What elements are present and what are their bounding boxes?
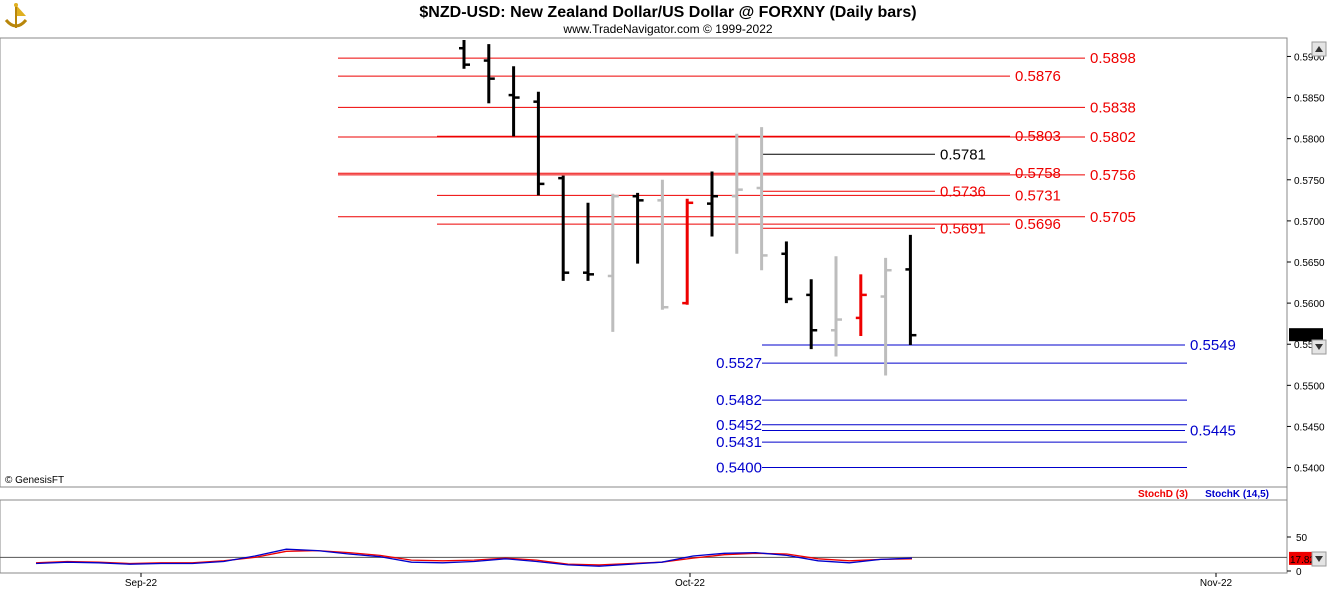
price-level-label: 0.5549 <box>1190 337 1236 354</box>
ohlc-bar <box>607 193 619 332</box>
ohlc-bar <box>508 66 520 137</box>
date-axis: Sep-22 Oct-22 Nov-22 <box>125 573 1233 589</box>
price-tick-label: 0.5450 <box>1294 422 1325 433</box>
chart-title: $NZD-USD: New Zealand Dollar/US Dollar @… <box>419 4 916 21</box>
indicator-lines <box>35 548 913 567</box>
date-tick-label: Oct-22 <box>675 578 705 589</box>
ohlc-bar <box>707 171 718 237</box>
price-level-label: 0.5802 <box>1090 129 1136 146</box>
indicator-legend-label: StochK (14,5) <box>1205 489 1269 500</box>
price-level-label: 0.5731 <box>1015 187 1061 204</box>
price-level-label: 0.5838 <box>1090 99 1136 116</box>
price-level-label: 0.5696 <box>1015 216 1061 233</box>
indicator-legend-label: StochD (3) <box>1138 489 1188 500</box>
price-level-label: 0.5898 <box>1090 50 1136 67</box>
price-tick-label: 0.5700 <box>1294 217 1325 228</box>
price-axis: 0.5900 0.5850 0.5800 0.5750 0.5700 0.5650 0.56… <box>1287 52 1325 475</box>
price-tick-label: 0.5550 <box>1294 340 1325 351</box>
price-tick-label: 0.5400 <box>1294 464 1325 475</box>
indicator-tick-label: 0 <box>1296 567 1302 578</box>
price-level-label: 0.5758 <box>1015 165 1061 182</box>
ohlc-bar <box>583 202 594 281</box>
ohlc-bar <box>682 198 694 305</box>
ohlc-bar <box>855 274 867 336</box>
price-level-label: 0.5527 <box>716 355 762 372</box>
price-level-label: 0.5691 <box>940 220 986 237</box>
credit-label: © GenesisFT <box>5 475 64 486</box>
date-tick-label: Sep-22 <box>125 578 158 589</box>
indicator-plot-frame <box>0 499 1288 574</box>
indicator-value-label: 17.82 <box>1290 555 1315 566</box>
price-tick-label: 0.5500 <box>1294 381 1325 392</box>
price-tick-label: 0.5600 <box>1294 299 1325 310</box>
indicator-series-line <box>35 548 913 567</box>
price-level-label: 0.5756 <box>1090 167 1136 184</box>
scroll-down-button[interactable] <box>1311 339 1327 355</box>
price-level-label: 0.5736 <box>940 183 986 200</box>
ohlc-bar <box>731 133 743 254</box>
date-tick-label: Nov-22 <box>1200 578 1233 589</box>
ohlc-bar <box>558 175 570 281</box>
ohlc-bars <box>459 40 917 376</box>
chart-subtitle: www.TradeNavigator.com © 1999-2022 <box>562 22 772 36</box>
ohlc-bar <box>459 40 470 69</box>
price-level-label: 0.5876 <box>1015 68 1061 85</box>
ohlc-bar <box>632 192 644 264</box>
indicator-axis: 50 017.82 StochD (3) StochK (14,5) <box>0 489 1319 578</box>
price-tick-label: 0.5900 <box>1294 52 1325 63</box>
ohlc-bar <box>806 279 818 350</box>
indicator-tick-label: 50 <box>1296 533 1308 544</box>
scroll-up-button[interactable] <box>1311 41 1327 57</box>
ohlc-bar <box>657 179 669 310</box>
price-tick-label: 0.5650 <box>1294 258 1325 269</box>
price-tick-label: 0.5850 <box>1294 94 1325 105</box>
price-level-label: 0.5445 <box>1190 423 1236 440</box>
ohlc-bar <box>483 44 495 104</box>
last-price-tag <box>1289 328 1323 342</box>
price-level-label: 0.5400 <box>716 460 762 477</box>
price-level-label: 0.5452 <box>716 417 762 434</box>
indicator-scroll-down-button[interactable] <box>1311 551 1327 567</box>
price-level-label: 0.5781 <box>940 146 986 163</box>
app-logo <box>4 3 28 28</box>
ohlc-bar <box>905 234 917 346</box>
navigator-ship-icon <box>4 3 28 28</box>
ohlc-bar <box>533 91 545 196</box>
price-tick-label: 0.5800 <box>1294 135 1325 146</box>
price-level-label: 0.5482 <box>716 392 762 409</box>
ohlc-bar <box>781 241 793 304</box>
price-level-label: 0.5431 <box>716 434 762 451</box>
price-level-label: 0.5705 <box>1090 209 1136 226</box>
ohlc-bar <box>831 256 842 357</box>
last-price-label: 0.5561 <box>1291 331 1322 342</box>
ohlc-bar <box>880 257 892 376</box>
ohlc-bar <box>756 127 768 271</box>
price-tick-label: 0.5750 <box>1294 176 1325 187</box>
